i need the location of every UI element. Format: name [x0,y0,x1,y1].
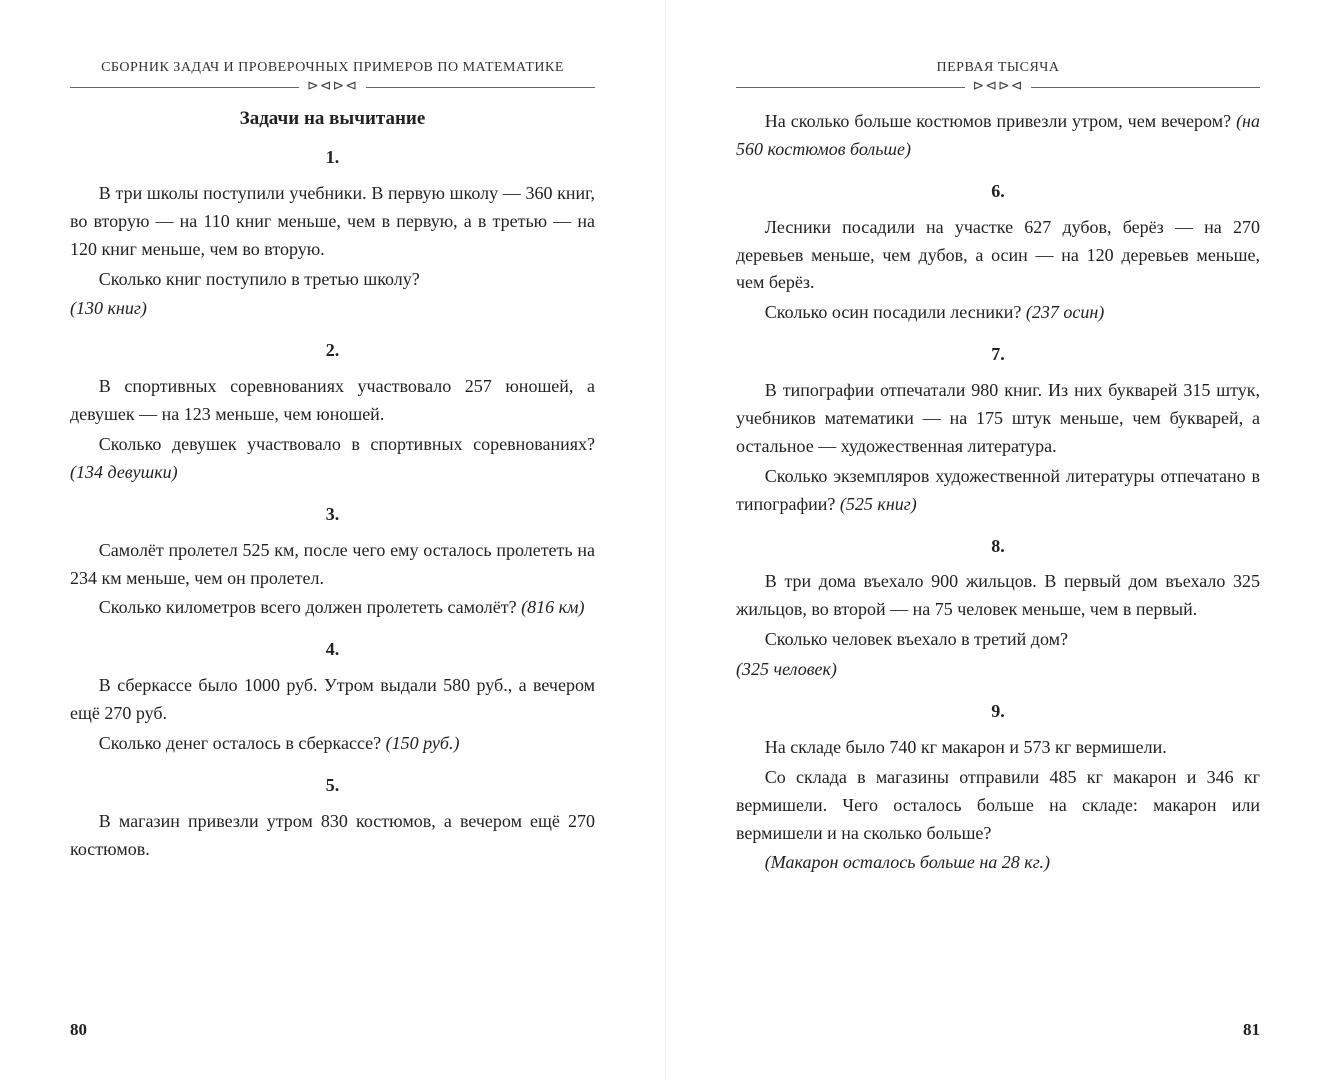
problem-1-question: Сколько книг поступило в третью школу? [70,266,595,294]
running-head-left: СБОРНИК ЗАДАЧ И ПРОВЕРОЧНЫХ ПРИМЕРОВ ПО … [70,60,595,94]
problem-5-para1: В магазин привезли утром 830 костюмов, а… [70,808,595,864]
problem-number-5: 5. [70,772,595,800]
problem-9-answer: (Макарон осталось больше на 28 кг.) [736,849,1260,877]
problem-3-question: Сколько километров всего должен пролетет… [70,594,595,622]
problem-number-7: 7. [736,341,1260,369]
header-rule-line [1031,87,1260,88]
problem-7-question: Сколько экземпляров художественной литер… [736,463,1260,519]
problem-5-continuation: На сколько больше костюмов привезли утро… [736,108,1260,164]
problem-9-para2: Со склада в магазины отправили 485 кг ма… [736,764,1260,848]
answer-text: (816 км) [521,597,584,617]
answer-text: (525 книг) [840,494,917,514]
header-rule-line [736,87,965,88]
problem-number-3: 3. [70,501,595,529]
question-text: Сколько километров всего должен пролетет… [99,597,521,617]
problem-number-9: 9. [736,698,1260,726]
problem-6-para1: Лесники посадили на участке 627 дубов, б… [736,214,1260,298]
problem-number-1: 1. [70,144,595,172]
header-ornament-icon: ⊳⊲⊳⊲ [965,80,1032,94]
problem-number-6: 6. [736,178,1260,206]
running-head-right: ПЕРВАЯ ТЫСЯЧА ⊳⊲⊳⊲ [736,60,1260,94]
question-text: На сколько больше костюмов привезли утро… [765,111,1236,131]
question-text: Сколько денег осталось в сберкассе? [99,733,386,753]
answer-text: (237 осин) [1026,302,1104,322]
problem-number-2: 2. [70,337,595,365]
header-ornament-icon: ⊳⊲⊳⊲ [299,80,366,94]
header-rule-line [70,87,299,88]
page-right: ПЕРВАЯ ТЫСЯЧА ⊳⊲⊳⊲ На сколько больше кос… [665,0,1330,1080]
answer-text: (325 человек) [736,659,837,679]
answer-text: (134 девушки) [70,462,178,482]
header-rule-right: ⊳⊲⊳⊲ [736,80,1260,94]
question-text: Сколько экземпляров художественной литер… [736,466,1260,514]
book-spread: СБОРНИК ЗАДАЧ И ПРОВЕРОЧНЫХ ПРИМЕРОВ ПО … [0,0,1330,1080]
problem-8-question: Сколько человек въехало в третий дом? [736,626,1260,654]
problem-4-para1: В сберкассе было 1000 руб. Утром выдали … [70,672,595,728]
problem-8-para1: В три дома въехало 900 жильцов. В первый… [736,568,1260,624]
page-number-right: 81 [1243,1020,1260,1040]
problem-2-para1: В спортивных соревнованиях участвовало 2… [70,373,595,429]
problem-4-question: Сколько денег осталось в сберкассе? (150… [70,730,595,758]
body-right: На сколько больше костюмов привезли утро… [736,108,1260,877]
question-text: Сколько осин посадили лесники? [765,302,1026,322]
problem-1-para1: В три школы поступили учебники. В первую… [70,180,595,264]
running-head-right-text: ПЕРВАЯ ТЫСЯЧА [937,60,1060,75]
answer-text: (130 книг) [70,298,147,318]
problem-number-8: 8. [736,533,1260,561]
page-number-left: 80 [70,1020,87,1040]
problem-3-para1: Самолёт пролетел 525 км, после чего ему … [70,537,595,593]
section-title: Задачи на вычитание [70,108,595,130]
answer-text: (150 руб.) [386,733,460,753]
running-head-left-text: СБОРНИК ЗАДАЧ И ПРОВЕРОЧНЫХ ПРИМЕРОВ ПО … [101,60,564,75]
answer-text: (Макарон осталось больше на 28 кг.) [765,852,1050,872]
problem-7-para1: В типографии отпечатали 980 книг. Из них… [736,377,1260,461]
problem-6-question: Сколько осин посадили лесники? (237 осин… [736,299,1260,327]
problem-number-4: 4. [70,636,595,664]
header-rule-left: ⊳⊲⊳⊲ [70,80,595,94]
problem-1-answer: (130 книг) [70,295,595,323]
body-left: 1. В три школы поступили учебники. В пер… [70,144,595,864]
problem-9-para1: На складе было 740 кг макарон и 573 кг в… [736,734,1260,762]
page-left: СБОРНИК ЗАДАЧ И ПРОВЕРОЧНЫХ ПРИМЕРОВ ПО … [0,0,665,1080]
problem-8-answer: (325 человек) [736,656,1260,684]
question-text: Сколько девушек участвовало в спортивных… [99,434,595,454]
header-rule-line [366,87,595,88]
problem-2-question: Сколько девушек участвовало в спортивных… [70,431,595,487]
